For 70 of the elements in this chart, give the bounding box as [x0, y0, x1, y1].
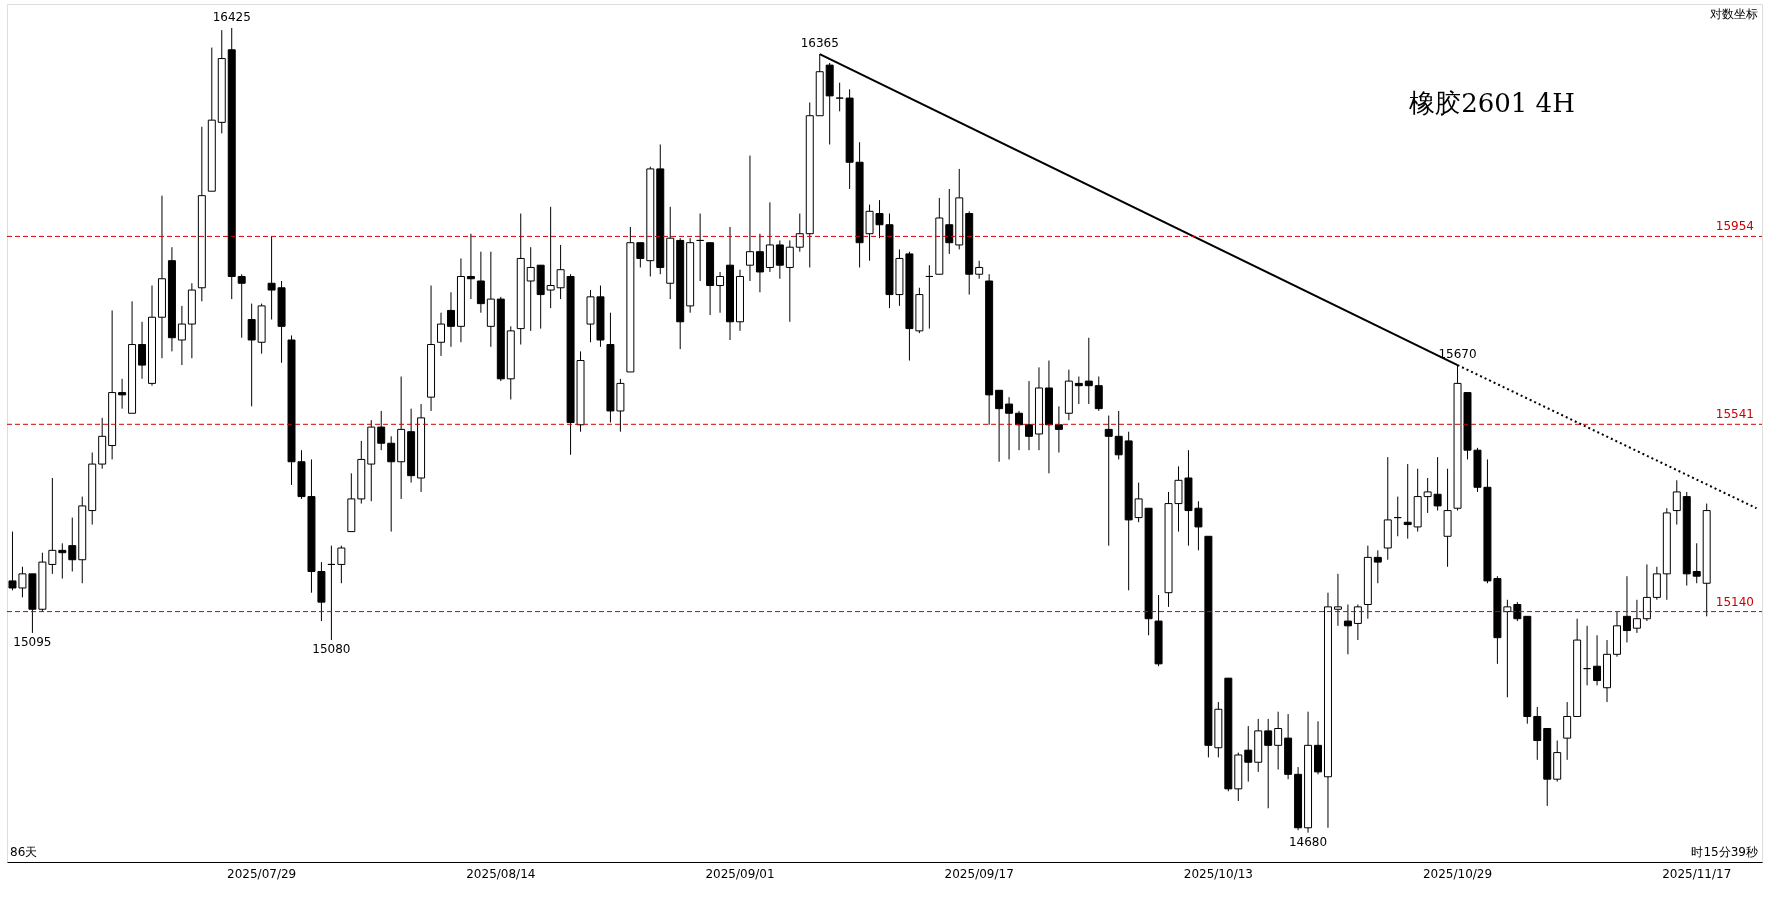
candlestick: [437, 312, 445, 357]
x-tick-label: 2025/11/17: [1662, 866, 1732, 881]
candlestick: [1104, 415, 1113, 547]
candlestick: [1274, 711, 1283, 770]
candlestick: [1632, 599, 1641, 634]
candlestick: [337, 545, 346, 584]
candlestick: [1642, 563, 1651, 622]
annotation: 对数坐标: [1710, 7, 1758, 21]
candlestick: [1054, 405, 1063, 453]
candlestick: [1563, 701, 1572, 761]
candlestick: [1353, 604, 1362, 641]
candlestick: [1005, 396, 1014, 460]
candlestick: [138, 321, 147, 380]
candlestick: [1672, 479, 1681, 526]
x-tick-label: 2025/08/14: [466, 866, 536, 881]
candlestick: [526, 246, 535, 332]
x-tick-label: 2025/09/01: [705, 866, 775, 881]
candlestick: [745, 155, 754, 282]
candlestick: [476, 251, 485, 314]
annotation: 15080: [312, 642, 351, 657]
candlestick: [716, 271, 725, 314]
annotation: 15670: [1438, 347, 1477, 362]
candlestick: [387, 435, 396, 533]
candlestick: [775, 239, 784, 280]
candlestick: [1114, 410, 1123, 460]
candlestick: [1403, 463, 1412, 540]
annotation: 16365: [800, 36, 839, 51]
x-tick-label: 2025/07/29: [227, 866, 297, 881]
candlestick: [118, 378, 127, 410]
candlestick: [835, 82, 844, 112]
candlestick: [1084, 337, 1093, 405]
annotation: 86天: [10, 845, 38, 859]
candlestick: [755, 233, 764, 293]
candlestick: [945, 188, 954, 255]
annotation: 14680: [1288, 834, 1328, 849]
candlestick: [795, 213, 804, 253]
candlestick: [1264, 718, 1273, 809]
candlestick: [765, 201, 774, 273]
annotation: 时15分39秒: [1691, 845, 1758, 859]
candlestick: [975, 260, 984, 280]
text: 橡胶2601 4H: [1409, 88, 1575, 118]
candlestick: [1343, 604, 1352, 655]
annotation: 16425: [212, 9, 251, 24]
candlestick: [466, 233, 475, 300]
candlestick: [58, 542, 67, 580]
candlestick: [1692, 542, 1701, 584]
candlestick: [995, 389, 1004, 463]
candlestick: [785, 239, 794, 323]
x-tick-label: 2025/10/13: [1183, 866, 1253, 881]
x-tick-label: 2025/10/29: [1422, 866, 1493, 881]
candlestick: [68, 517, 77, 572]
ref-line-label: 15140: [1715, 594, 1754, 609]
candlestick: [1094, 376, 1103, 412]
candlestick: [177, 305, 186, 366]
candlestick: [446, 291, 455, 348]
candlestick: [1244, 725, 1253, 783]
candlestick: [1015, 410, 1024, 451]
candlestick: [237, 273, 246, 339]
annotation: 15095: [13, 634, 52, 649]
candlestick: [1622, 575, 1631, 643]
ref-line-label: 15954: [1715, 219, 1754, 234]
candlestick: [1652, 566, 1661, 601]
x-tick-label: 2025/09/17: [944, 866, 1014, 881]
candlestick: [1373, 549, 1382, 584]
candlestick: [1333, 573, 1342, 627]
candlestick: [377, 410, 386, 451]
candlestick: [1074, 376, 1083, 405]
candlestick: [1593, 634, 1602, 686]
ref-line-label: 15541: [1715, 407, 1754, 422]
candlestick: [1025, 380, 1033, 451]
